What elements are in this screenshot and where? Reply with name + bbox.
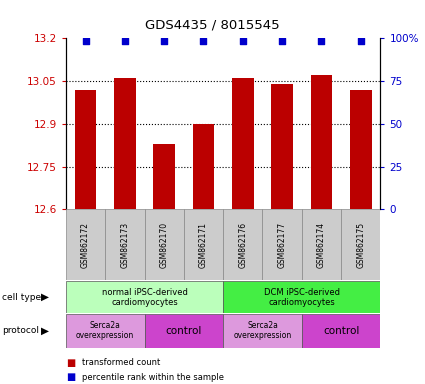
- Text: GSM862176: GSM862176: [238, 222, 247, 268]
- Text: protocol: protocol: [2, 326, 39, 335]
- Point: [357, 38, 364, 44]
- Bar: [350, 90, 371, 209]
- Text: ▶: ▶: [41, 292, 48, 302]
- Bar: [144, 314, 223, 348]
- Bar: [114, 78, 136, 209]
- Bar: [75, 90, 96, 209]
- Text: GDS4435 / 8015545: GDS4435 / 8015545: [145, 18, 280, 31]
- Bar: [311, 75, 332, 209]
- Bar: [341, 209, 380, 280]
- Point: [200, 38, 207, 44]
- Bar: [184, 209, 223, 280]
- Text: GSM862173: GSM862173: [120, 222, 129, 268]
- Bar: [66, 209, 105, 280]
- Text: percentile rank within the sample: percentile rank within the sample: [82, 372, 224, 382]
- Point: [161, 38, 167, 44]
- Text: GSM862170: GSM862170: [160, 222, 169, 268]
- Bar: [271, 84, 293, 209]
- Bar: [232, 78, 254, 209]
- Text: Serca2a
overexpression: Serca2a overexpression: [233, 321, 292, 340]
- Bar: [193, 124, 214, 209]
- Point: [318, 38, 325, 44]
- Text: normal iPSC-derived
cardiomyocytes: normal iPSC-derived cardiomyocytes: [102, 288, 187, 307]
- Text: control: control: [323, 326, 359, 336]
- Bar: [153, 144, 175, 209]
- Text: Serca2a
overexpression: Serca2a overexpression: [76, 321, 134, 340]
- Text: GSM862175: GSM862175: [356, 222, 365, 268]
- Bar: [262, 209, 302, 280]
- Point: [82, 38, 89, 44]
- Text: GSM862177: GSM862177: [278, 222, 286, 268]
- Text: GSM862171: GSM862171: [199, 222, 208, 268]
- Bar: [223, 209, 262, 280]
- Bar: [302, 314, 380, 348]
- Text: transformed count: transformed count: [82, 358, 160, 367]
- Bar: [144, 209, 184, 280]
- Bar: [66, 281, 223, 313]
- Text: GSM862174: GSM862174: [317, 222, 326, 268]
- Text: ■: ■: [66, 372, 75, 382]
- Text: control: control: [166, 326, 202, 336]
- Bar: [223, 281, 380, 313]
- Point: [279, 38, 286, 44]
- Bar: [105, 209, 144, 280]
- Text: GSM862172: GSM862172: [81, 222, 90, 268]
- Bar: [302, 209, 341, 280]
- Text: DCM iPSC-derived
cardiomyocytes: DCM iPSC-derived cardiomyocytes: [264, 288, 340, 307]
- Bar: [66, 314, 144, 348]
- Point: [239, 38, 246, 44]
- Text: ■: ■: [66, 358, 75, 368]
- Point: [122, 38, 128, 44]
- Text: ▶: ▶: [41, 326, 48, 336]
- Bar: [223, 314, 302, 348]
- Text: cell type: cell type: [2, 293, 41, 302]
